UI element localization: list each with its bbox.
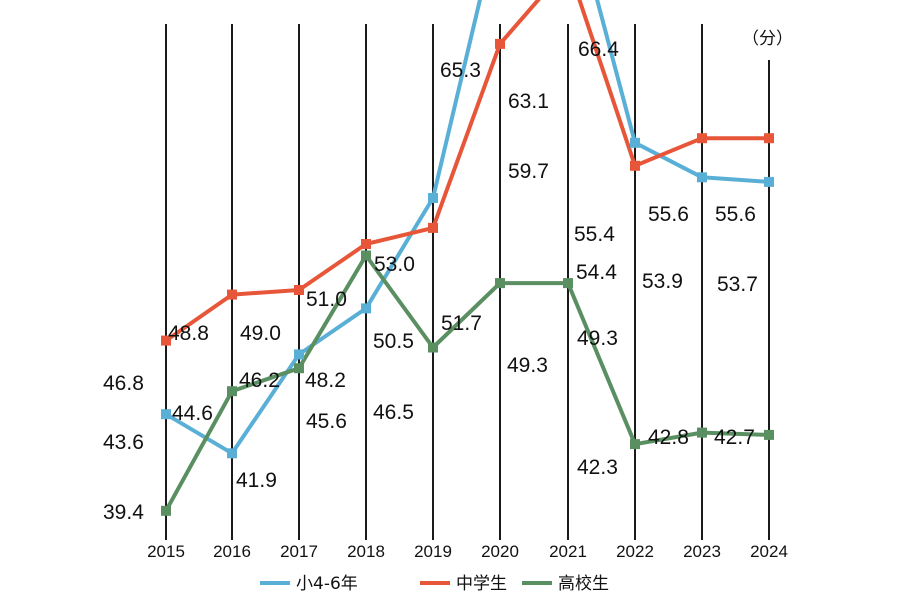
data-label: 41.9 [236, 469, 277, 492]
data-point [227, 386, 237, 397]
data-point [764, 176, 774, 187]
data-label: 51.7 [441, 312, 482, 335]
data-label: 53.9 [642, 270, 683, 293]
data-point [697, 427, 707, 438]
data-point [630, 439, 640, 450]
data-point [428, 193, 438, 203]
data-point [161, 409, 171, 420]
data-label: 43.6 [103, 431, 144, 454]
data-label: 48.8 [168, 322, 209, 345]
data-point [227, 448, 237, 459]
series-markers [161, 38, 774, 516]
data-point [495, 278, 505, 289]
x-tick-label: 2020 [481, 542, 519, 561]
series-line-2 [164, 0, 769, 343]
data-label: 49.0 [240, 322, 281, 345]
x-axis-ticks: 2015 2016 2017 2018 2019 2020 2021 2022 2023 2024 [147, 542, 788, 561]
data-point [161, 505, 171, 516]
x-tick-label: 2018 [347, 542, 385, 561]
data-label: 55.6 [648, 203, 689, 226]
data-point [428, 222, 438, 233]
data-point [428, 342, 438, 353]
data-point [361, 250, 371, 261]
data-point [630, 137, 640, 148]
data-point [764, 429, 774, 440]
data-label: 45.6 [306, 410, 347, 433]
data-label: 46.5 [373, 401, 414, 424]
x-tick-label: 2022 [616, 542, 654, 561]
data-label: 46.2 [239, 369, 280, 392]
data-label: 46.8 [103, 372, 144, 395]
data-point [161, 335, 171, 346]
x-tick-label: 2015 [147, 542, 185, 561]
data-point [697, 133, 707, 144]
data-label: 42.8 [648, 426, 689, 449]
data-label: 53.7 [717, 273, 758, 296]
legend-label: 小4-6年 [296, 574, 358, 594]
data-label: 63.1 [508, 90, 549, 113]
series-line-1 [164, 0, 770, 456]
series-lines [164, 0, 770, 512]
data-label: 50.5 [373, 330, 414, 353]
x-tick-label: 2021 [549, 542, 587, 561]
data-label: 39.4 [103, 501, 144, 524]
data-label: 55.6 [715, 203, 756, 226]
data-label: 42.7 [714, 426, 755, 449]
legend: 小4-6年 中学生 高校生 [260, 574, 609, 594]
legend-label: 中学生 [456, 574, 507, 594]
x-tick-label: 2017 [280, 542, 318, 561]
data-point [227, 289, 237, 300]
data-label: 66.4 [578, 38, 619, 61]
data-labels: 43.6 41.9 46.2 48.2 53.0 65.3 66.4 55.4 53.9 53.7… [103, 38, 758, 524]
data-point [294, 363, 304, 374]
data-point [294, 349, 304, 360]
data-point [294, 285, 304, 295]
data-label: 44.6 [172, 402, 213, 425]
data-label: 59.7 [508, 160, 549, 183]
data-label: 54.4 [576, 261, 617, 284]
data-label: 42.3 [577, 456, 618, 479]
x-tick-label: 2023 [683, 542, 721, 561]
data-label: 55.4 [574, 223, 615, 246]
x-tick-label: 2016 [213, 542, 251, 561]
data-point [563, 278, 573, 289]
unit-label: （分） [742, 29, 793, 49]
data-point [630, 160, 640, 171]
data-point [697, 172, 707, 183]
x-tick-label: 2024 [750, 542, 788, 561]
data-point [495, 38, 505, 49]
data-label: 53.0 [374, 253, 415, 276]
legend-label: 高校生 [558, 574, 609, 594]
data-label: 48.2 [305, 369, 346, 392]
data-point [361, 303, 371, 314]
data-label: 51.0 [306, 288, 347, 311]
x-tick-label: 2019 [414, 542, 452, 561]
data-label: 49.3 [507, 354, 548, 377]
data-label: 49.3 [577, 327, 618, 350]
data-point [361, 239, 371, 249]
data-point [764, 133, 774, 144]
series-line-3 [164, 253, 770, 512]
data-label: 65.3 [440, 59, 481, 82]
